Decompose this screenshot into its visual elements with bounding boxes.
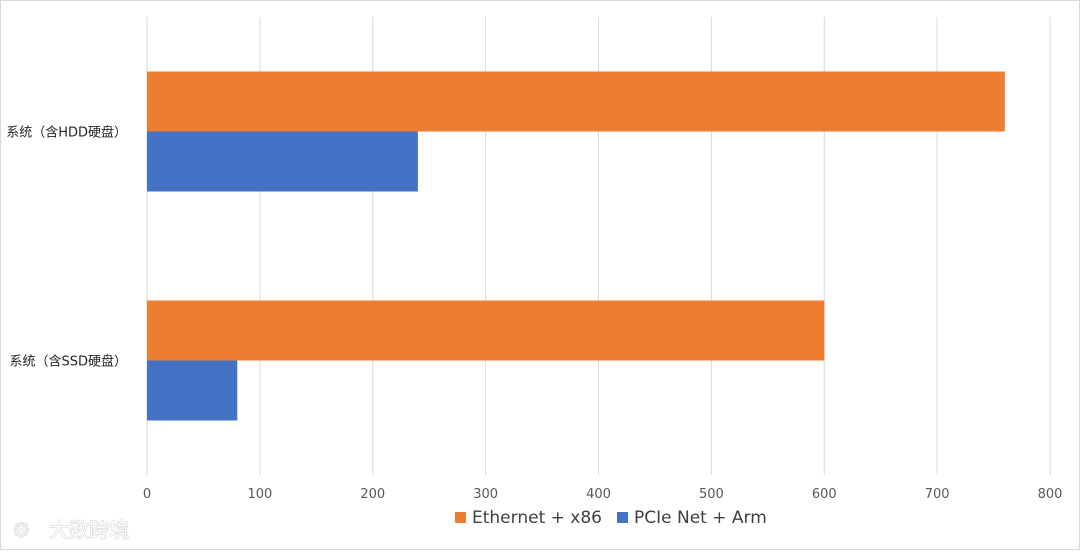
legend-label: Ethernet + x86: [472, 508, 602, 528]
legend-label: PCIe Net + Arm: [634, 508, 767, 528]
bar-ethernet-x86: [147, 71, 1005, 132]
x-axis: 0 100 200 300 400 500 600 700 800: [143, 487, 1063, 502]
bar-series: [147, 71, 1005, 421]
x-tick-label: 200: [360, 487, 385, 502]
x-tick-label: 500: [699, 487, 724, 502]
category-label: 系统（含SSD硬盘）: [9, 354, 127, 370]
bar-pcie-net-arm: [147, 360, 238, 421]
bar-ethernet-x86: [147, 300, 825, 361]
x-tick-label: 0: [143, 487, 151, 502]
bar-pcie-net-arm: [147, 131, 418, 192]
category-label: 系统（含HDD硬盘）: [6, 125, 127, 141]
x-tick-label: 400: [586, 487, 611, 502]
x-tick-label: 800: [1038, 487, 1063, 502]
x-tick-label: 600: [812, 487, 837, 502]
legend-swatch: [455, 512, 466, 523]
watermark: ❁ 大数跨境: [13, 518, 130, 543]
x-tick-label: 700: [925, 487, 950, 502]
watermark-logo-icon: ❁: [13, 518, 30, 542]
x-tick-label: 100: [247, 487, 272, 502]
legend: Ethernet + x86 PCIe Net + Arm: [455, 508, 767, 528]
watermark-text: 大数跨境: [49, 518, 129, 542]
category-axis: 系统（含HDD硬盘） 系统（含SSD硬盘）: [6, 125, 127, 370]
legend-swatch: [617, 512, 628, 523]
x-tick-label: 300: [473, 487, 498, 502]
